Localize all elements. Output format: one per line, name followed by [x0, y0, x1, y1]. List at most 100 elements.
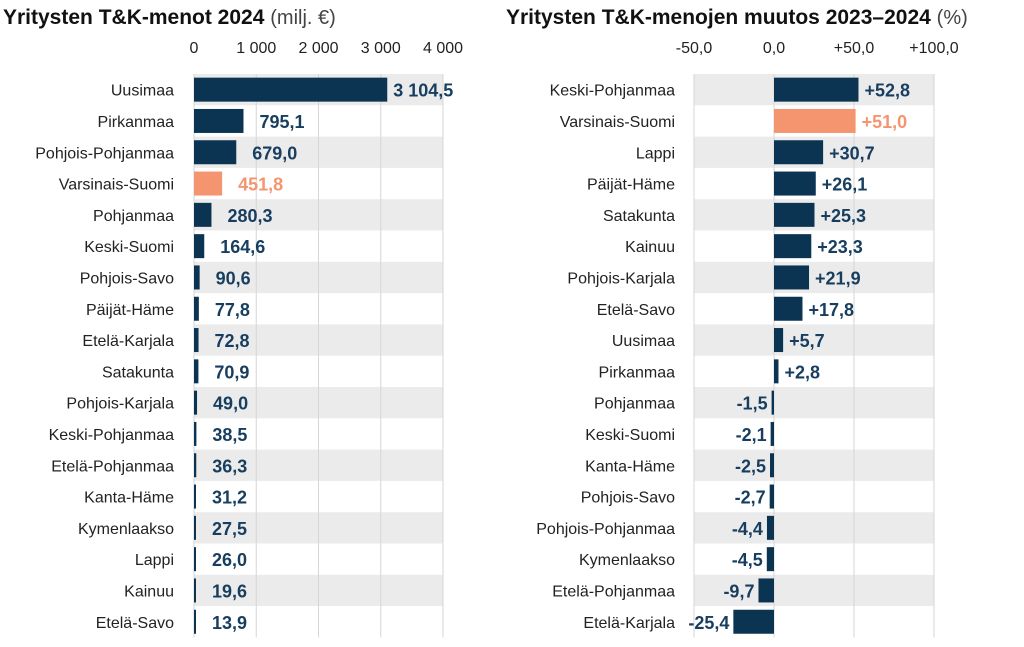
category-label: Keski-Suomi — [84, 239, 174, 256]
unit-label: (milj. €) — [270, 7, 336, 29]
bar — [771, 390, 774, 415]
category-label: Pohjois-Savo — [581, 490, 675, 507]
row-shade — [694, 512, 934, 544]
value-label: 31,2 — [212, 488, 247, 508]
bar — [194, 265, 200, 290]
category-label: Pirkanmaa — [599, 364, 676, 381]
value-label: -2,1 — [736, 425, 767, 445]
bar — [194, 484, 196, 509]
value-label: 19,6 — [212, 581, 247, 601]
category-label: Satakunta — [603, 208, 675, 225]
row-shade — [694, 449, 934, 481]
value-label: 451,8 — [238, 175, 283, 195]
category-label: Pohjois-Karjala — [567, 270, 675, 287]
bar — [194, 140, 237, 165]
bar — [194, 453, 197, 478]
value-label: 280,3 — [227, 206, 272, 226]
bar — [774, 77, 859, 102]
category-label: Satakunta — [102, 364, 174, 381]
tick-label: 0 — [190, 40, 199, 57]
bar — [774, 296, 803, 321]
bar — [194, 421, 197, 446]
category-label: Etelä-Pohjanmaa — [552, 583, 675, 600]
category-label: Pohjanmaa — [93, 208, 174, 225]
row-shade — [694, 324, 934, 356]
value-label: 164,6 — [220, 237, 265, 257]
value-label: 3 104,5 — [393, 81, 453, 101]
category-label: Pohjois-Savo — [80, 270, 174, 287]
chart-right-rd-change: Yritysten T&K-menojen muutos 2023–2024 (… — [506, 6, 968, 638]
category-label: Kainuu — [625, 239, 675, 256]
bar — [774, 234, 812, 259]
category-label: Pohjanmaa — [594, 396, 675, 413]
category-label: Pohjois-Karjala — [66, 396, 174, 413]
category-label: Etelä-Savo — [96, 615, 174, 632]
bar — [194, 108, 244, 133]
tick-label: 0,0 — [763, 40, 785, 57]
value-label: +23,3 — [817, 237, 863, 257]
bar — [194, 234, 205, 259]
value-label: 13,9 — [212, 613, 247, 633]
category-label: Kanta-Häme — [585, 458, 675, 475]
value-label: +5,7 — [789, 331, 825, 351]
bar — [194, 202, 212, 227]
category-label: Päijät-Häme — [86, 302, 174, 319]
bar — [194, 515, 196, 540]
chart-title-text: Yritysten T&K-menojen muutos 2023–2024 — [506, 6, 931, 29]
value-label: 72,8 — [215, 331, 250, 351]
category-label: Etelä-Savo — [597, 302, 675, 319]
value-label: 77,8 — [215, 300, 250, 320]
bar — [766, 547, 774, 572]
tick-label: +50,0 — [834, 40, 875, 57]
bar — [194, 578, 196, 603]
value-label: -1,5 — [737, 394, 768, 414]
value-label: +2,8 — [784, 362, 820, 382]
value-label: 70,9 — [214, 362, 249, 382]
value-label: -4,5 — [732, 550, 763, 570]
value-label: 679,0 — [252, 143, 297, 163]
category-label: Varsinais-Suomi — [59, 177, 174, 194]
bar — [194, 359, 199, 384]
chart-left-rd-spending: Yritysten T&K-menot 2024 (milj. €) 0 1 00… — [3, 6, 463, 638]
value-label: -4,4 — [732, 519, 763, 539]
category-label: Uusimaa — [111, 83, 174, 100]
bar — [194, 296, 199, 321]
value-label: 49,0 — [213, 394, 248, 414]
bar — [766, 515, 774, 540]
bar — [774, 108, 856, 133]
chart-title: Yritysten T&K-menojen muutos 2023–2024 (… — [506, 6, 968, 29]
bar — [774, 265, 810, 290]
category-label: Kymenlaakso — [579, 552, 675, 569]
category-label: Kanta-Häme — [84, 490, 174, 507]
value-label: +21,9 — [815, 268, 861, 288]
value-label: +26,1 — [822, 175, 868, 195]
value-label: +52,8 — [864, 81, 910, 101]
category-label: Etelä-Karjala — [82, 333, 174, 350]
chart-title-text: Yritysten T&K-menot 2024 — [3, 6, 265, 29]
value-label: -2,5 — [735, 456, 766, 476]
value-label: 27,5 — [212, 519, 247, 539]
bar — [774, 359, 779, 384]
category-label: Päijät-Häme — [587, 177, 675, 194]
category-label: Kainuu — [124, 583, 174, 600]
category-label: Lappi — [636, 145, 675, 162]
value-label: +30,7 — [829, 143, 875, 163]
category-label: Kymenlaakso — [78, 521, 174, 538]
bar — [194, 609, 196, 634]
tick-label: 1 000 — [236, 40, 276, 57]
value-label: 26,0 — [212, 550, 247, 570]
value-label: +25,3 — [820, 206, 866, 226]
category-label: Keski-Pohjanmaa — [550, 83, 676, 100]
bar — [774, 202, 815, 227]
value-label: +17,8 — [808, 300, 854, 320]
tick-label: +100,0 — [909, 40, 958, 57]
category-label: Keski-Suomi — [585, 427, 675, 444]
bar — [770, 421, 774, 446]
value-label: 795,1 — [259, 112, 304, 132]
bar — [769, 484, 774, 509]
category-label: Lappi — [135, 552, 174, 569]
value-label: -25,4 — [688, 613, 729, 633]
value-label: 36,3 — [212, 456, 247, 476]
category-label: Pirkanmaa — [98, 114, 175, 131]
bar — [194, 77, 388, 102]
